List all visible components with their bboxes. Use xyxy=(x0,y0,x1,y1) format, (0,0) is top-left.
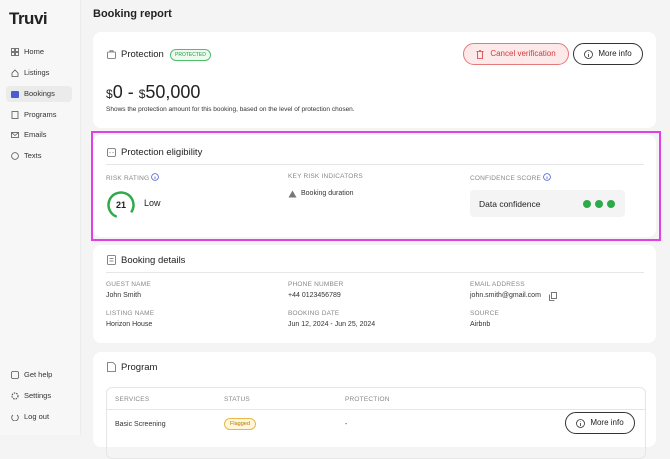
icon xyxy=(11,414,19,421)
field-label: GUEST NAME xyxy=(106,281,151,288)
nav-item[interactable]: Bookings xyxy=(6,86,72,102)
currency: $ xyxy=(138,87,146,101)
risk-ring xyxy=(107,191,135,219)
button-label: Cancel verification xyxy=(490,49,556,58)
button-label: More info xyxy=(598,49,632,58)
nav-label: Get help xyxy=(24,370,53,379)
amount-min: 0 xyxy=(112,82,123,102)
divider xyxy=(106,272,644,273)
confidence-dots xyxy=(583,200,615,208)
protection-value: - xyxy=(345,421,348,428)
amount-max: 50,000 xyxy=(145,82,201,102)
field-value: John Smith xyxy=(106,292,142,299)
status-badge: Flagged xyxy=(224,418,256,430)
nav-label: Emails xyxy=(24,130,47,139)
field-label: PHONE NUMBER xyxy=(288,281,344,288)
nav-label: Programs xyxy=(24,110,57,119)
icon xyxy=(476,50,484,59)
column-header: SERVICES xyxy=(115,396,150,403)
nav-label: Home xyxy=(24,47,45,56)
icon xyxy=(107,148,116,157)
program-table: SERVICES STATUS PROTECTION Basic Screeni… xyxy=(106,387,646,459)
protection-amount: $0 - $50,000 xyxy=(106,82,200,103)
separator: - xyxy=(122,82,139,102)
field-label: CONFIDENCE SCORE xyxy=(470,173,551,182)
column-header: PROTECTION xyxy=(345,396,390,403)
field-label: LISTING NAME xyxy=(106,310,155,317)
field-value: Airbnb xyxy=(470,321,491,328)
nav-item[interactable]: Programs xyxy=(6,107,72,123)
booking-details-card: Booking details GUEST NAME John Smith PHON… xyxy=(93,245,656,343)
confidence-text: Data confidence xyxy=(479,199,541,209)
protection-card: Protection PROTECTED Cancel verification… xyxy=(93,32,656,128)
eligibility-card: Protection eligibility RISK RATING 21 Lo… xyxy=(93,135,656,237)
field-value: +44 0123456789 xyxy=(288,292,341,299)
nav-label: Texts xyxy=(24,151,42,160)
description: Shows the protection amount for this boo… xyxy=(106,106,355,113)
icon xyxy=(107,50,116,59)
icon xyxy=(576,419,585,428)
field-value: Horizon House xyxy=(106,321,153,328)
nav-item[interactable]: Log out xyxy=(6,409,72,425)
nav-item[interactable]: Settings xyxy=(6,388,72,404)
nav-label: Bookings xyxy=(24,89,55,98)
icon xyxy=(11,152,19,160)
risk-level: Low xyxy=(144,198,161,208)
field-label: BOOKING DATE xyxy=(288,310,340,317)
program-card: Program SERVICES STATUS PROTECTION Basic… xyxy=(93,352,656,459)
info-icon[interactable] xyxy=(543,173,551,181)
nav-item[interactable]: Emails xyxy=(6,127,72,143)
nav-item[interactable]: Home xyxy=(6,44,72,60)
field-value: john.smith@gmail.com xyxy=(470,292,541,299)
nav-item[interactable]: Get help xyxy=(6,367,72,383)
key-risk: Booking duration xyxy=(301,190,354,197)
logo[interactable]: Truvi xyxy=(9,9,48,28)
icon xyxy=(584,50,593,59)
icon xyxy=(107,362,116,372)
nav-item[interactable]: Listings xyxy=(6,65,72,81)
field-label: RISK RATING xyxy=(106,173,160,182)
icon xyxy=(11,91,19,98)
label-text: RISK RATING xyxy=(106,175,150,182)
status-badge: PROTECTED xyxy=(170,49,211,61)
copy-icon[interactable] xyxy=(549,292,557,301)
field-label: EMAIL ADDRESS xyxy=(470,281,525,288)
divider xyxy=(107,409,645,410)
service: Basic Screening xyxy=(115,421,166,428)
card-title: Program xyxy=(121,362,158,373)
icon xyxy=(11,48,19,56)
icon xyxy=(11,371,19,379)
more-info-button[interactable]: More info xyxy=(565,412,635,434)
button-label: More info xyxy=(590,418,624,427)
field-label: KEY RISK INDICATORS xyxy=(288,173,363,180)
label-text: CONFIDENCE SCORE xyxy=(470,175,542,182)
icon xyxy=(107,255,116,265)
divider xyxy=(106,164,644,165)
icon xyxy=(11,392,19,400)
highlight xyxy=(91,131,661,241)
nav-item[interactable]: Texts xyxy=(6,148,72,164)
column-header: STATUS xyxy=(224,396,250,403)
warning-icon xyxy=(288,190,297,198)
info-icon[interactable] xyxy=(151,173,160,181)
nav-label: Listings xyxy=(24,68,50,77)
more-info-button[interactable]: More info xyxy=(573,43,643,65)
field-value: Jun 12, 2024 - Jun 25, 2024 xyxy=(288,321,376,328)
risk-score: 21 xyxy=(115,200,126,210)
nav-label: Log out xyxy=(24,412,50,421)
sidebar: Truvi Home Listings Bookings Programs Em… xyxy=(0,0,81,435)
card-title: Protection xyxy=(121,49,164,60)
card-title: Booking details xyxy=(121,255,186,266)
icon xyxy=(11,132,19,138)
field-label: SOURCE xyxy=(470,310,500,317)
card-title: Protection eligibility xyxy=(121,147,203,158)
icon xyxy=(11,69,19,77)
currency: $ xyxy=(106,87,113,101)
icon xyxy=(11,111,19,119)
page-title: Booking report xyxy=(93,8,172,20)
cancel-button[interactable]: Cancel verification xyxy=(463,43,569,65)
confidence-box: Data confidence xyxy=(470,190,625,217)
nav-label: Settings xyxy=(24,391,52,400)
